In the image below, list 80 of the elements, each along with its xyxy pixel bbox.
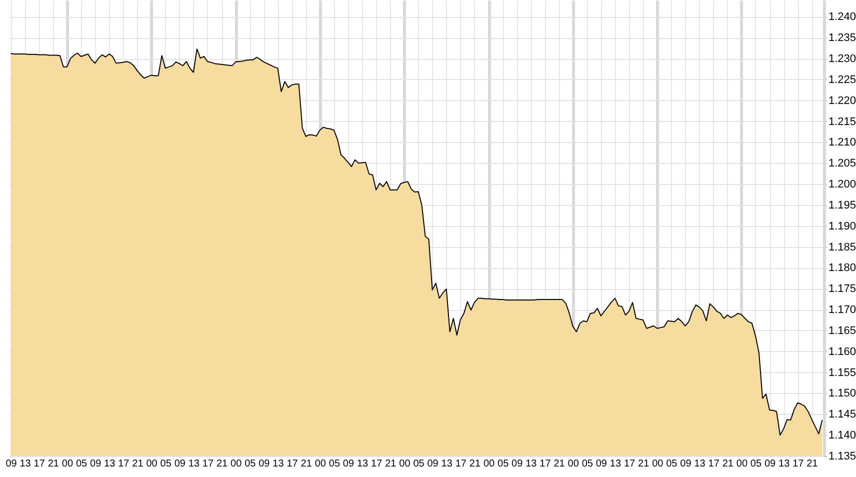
x-tick-label: 13 — [356, 458, 369, 470]
x-tick-label: 13 — [526, 458, 538, 470]
x-tick-label: 05 — [244, 458, 256, 470]
x-tick-label: 00 — [483, 458, 496, 470]
y-tick-label: 1.165 — [828, 324, 856, 337]
x-tick-label: 13 — [188, 458, 200, 470]
x-tick-label: 17 — [540, 458, 552, 470]
x-tick-label: 09 — [258, 458, 270, 470]
x-tick-label: 17 — [202, 458, 214, 470]
x-tick-label: 13 — [694, 458, 706, 470]
y-tick-label: 1.135 — [828, 450, 856, 462]
y-tick-label: 1.150 — [828, 388, 856, 400]
y-tick-label: 1.195 — [828, 199, 856, 212]
x-tick-label: 00 — [652, 458, 664, 470]
y-tick-label: 1.140 — [828, 430, 856, 442]
x-tick-label: 13 — [272, 458, 284, 470]
x-tick-label: 13 — [20, 458, 32, 470]
x-tick-label: 00 — [230, 458, 242, 470]
y-tick-label: 1.210 — [828, 136, 856, 149]
x-tick-label: 09 — [596, 458, 608, 470]
x-tick-label: 09 — [512, 458, 524, 470]
x-tick-label: 05 — [582, 458, 594, 470]
x-tick-label: 21 — [385, 458, 397, 470]
y-tick-label: 1.240 — [828, 11, 856, 24]
y-tick-label: 1.175 — [828, 283, 856, 296]
x-tick-label: 13 — [610, 458, 622, 470]
x-tick-label: 21 — [216, 458, 228, 470]
x-tick-label: 09 — [90, 458, 102, 470]
x-tick-label: 13 — [441, 458, 453, 470]
x-tick-label: 17 — [118, 458, 130, 470]
x-tick-label: 05 — [328, 458, 340, 470]
x-tick-label: 05 — [750, 458, 762, 470]
x-tick-label: 21 — [638, 458, 650, 470]
x-tick-label: 09 — [680, 458, 692, 470]
x-tick-label: 17 — [792, 458, 804, 470]
x-tick-label: 13 — [104, 458, 116, 470]
y-tick-label: 1.215 — [828, 116, 856, 128]
x-tick-label: 21 — [722, 458, 734, 470]
y-tick-label: 1.155 — [828, 366, 856, 379]
x-tick-label: 05 — [413, 458, 425, 470]
x-tick-label: 00 — [568, 458, 580, 470]
x-tick-label: 09 — [427, 458, 439, 470]
x-tick-label: 00 — [146, 458, 158, 470]
x-tick-label: 00 — [399, 458, 411, 470]
x-tick-label: 17 — [34, 458, 46, 470]
y-tick-label: 1.220 — [828, 94, 856, 107]
x-tick-label: 13 — [778, 458, 790, 470]
x-tick-label: 09 — [342, 458, 354, 470]
x-tick-label: 05 — [498, 458, 510, 470]
x-tick-label: 09 — [174, 458, 186, 470]
x-tick-label: 21 — [48, 458, 60, 470]
y-tick-label: 1.180 — [828, 262, 856, 274]
y-tick-label: 1.200 — [828, 178, 856, 191]
y-tick-label: 1.230 — [828, 53, 856, 66]
y-tick-label: 1.145 — [828, 408, 856, 421]
x-tick-label: 00 — [314, 458, 326, 470]
x-tick-label: 09 — [6, 458, 18, 470]
y-tick-label: 1.235 — [828, 32, 856, 44]
x-tick-label: 21 — [469, 458, 481, 470]
x-tick-label: 17 — [455, 458, 467, 470]
y-tick-label: 1.225 — [828, 74, 856, 86]
x-tick-label: 17 — [371, 458, 383, 470]
x-tick-label: 05 — [666, 458, 678, 470]
x-tick-label: 17 — [286, 458, 298, 470]
x-tick-label: 05 — [160, 458, 172, 470]
y-tick-label: 1.185 — [828, 241, 856, 254]
y-tick-label: 1.205 — [828, 158, 856, 170]
x-tick-label: 21 — [554, 458, 566, 470]
x-tick-label: 17 — [708, 458, 720, 470]
x-tick-label: 21 — [300, 458, 312, 470]
x-tick-label: 00 — [62, 458, 74, 470]
y-tick-label: 1.160 — [828, 346, 856, 358]
x-tick-label: 21 — [132, 458, 144, 470]
y-tick-label: 1.170 — [828, 304, 856, 316]
x-tick-label: 00 — [736, 458, 748, 470]
x-tick-label: 09 — [764, 458, 776, 470]
x-tick-label: 21 — [806, 458, 818, 470]
x-tick-label: 17 — [624, 458, 636, 470]
y-tick-label: 1.190 — [828, 220, 856, 232]
x-tick-label: 05 — [76, 458, 88, 470]
